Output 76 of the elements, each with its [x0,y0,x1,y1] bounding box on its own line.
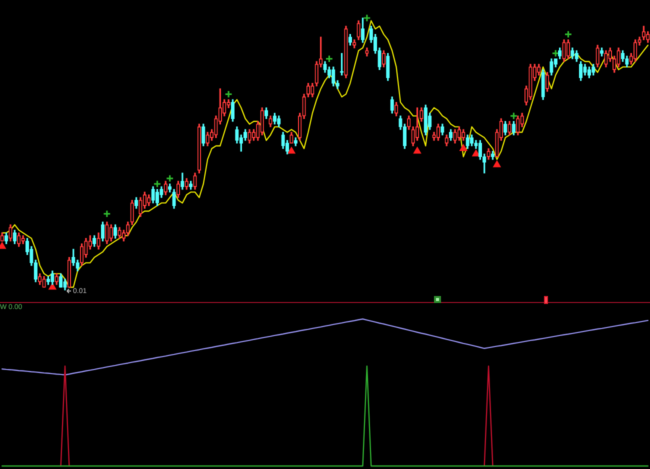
candlestick [625,56,629,68]
candlestick [155,189,160,206]
candlestick [457,126,462,141]
candlestick [176,180,180,198]
candlestick [541,69,545,100]
candlestick [294,137,298,146]
candlestick [172,189,176,209]
candlestick [12,230,17,244]
candlestick [490,150,495,160]
candlestick [356,20,360,40]
candlestick [382,50,386,68]
point [325,54,334,63]
candlestick [290,132,294,144]
candlestick [528,64,532,100]
candlestick [420,107,424,122]
candlestick [508,121,512,136]
candlestick [206,132,210,146]
candlestick [486,148,490,160]
candlestick [348,34,352,46]
candlestick [550,58,554,76]
point [48,283,56,290]
candlestick [197,124,202,174]
candlestick [616,48,620,68]
candlestick [63,278,67,290]
candlestick [151,186,155,204]
candlestick [310,82,314,98]
point [0,242,6,249]
candlestick [118,227,122,239]
candlestick [281,132,285,149]
candlestick [260,107,264,136]
candlestick [633,39,638,62]
point [510,112,518,120]
candlestick [583,64,587,76]
candlestick [268,116,272,128]
candlestick [164,180,168,196]
candlestick [58,273,63,288]
candlestick [390,96,394,114]
candlestick [130,200,134,226]
candlestick [424,104,428,136]
candlestick [230,99,235,122]
candlestick [138,197,142,217]
candlestick [436,124,440,141]
candlestick [96,232,100,250]
candlestick [188,180,193,190]
candlestick [105,222,109,244]
candlestick [248,129,252,144]
point [493,160,501,168]
candlestick [453,129,457,144]
candlestick [109,224,113,242]
candlestick [562,39,566,62]
candlestick [113,224,118,239]
candlestick [596,44,600,68]
point [414,147,421,154]
point [460,144,467,151]
point [102,210,111,218]
candlestick [323,61,327,73]
point [166,174,174,182]
candlestick [8,224,12,242]
candlestick [147,194,151,206]
point [362,14,371,22]
candlestick [352,39,356,48]
candlestick [604,50,608,68]
candlestick [344,26,348,78]
point [153,180,162,188]
candlestick [360,18,365,43]
candlestick [235,126,239,144]
candlestick [394,102,398,116]
candlestick [42,276,46,288]
candlestick [193,172,197,190]
point [224,90,233,98]
candlestick [21,235,25,244]
point [564,30,572,38]
point [288,147,296,154]
candlestick [264,107,268,119]
candlestick [202,124,206,146]
candlestick [566,39,570,60]
